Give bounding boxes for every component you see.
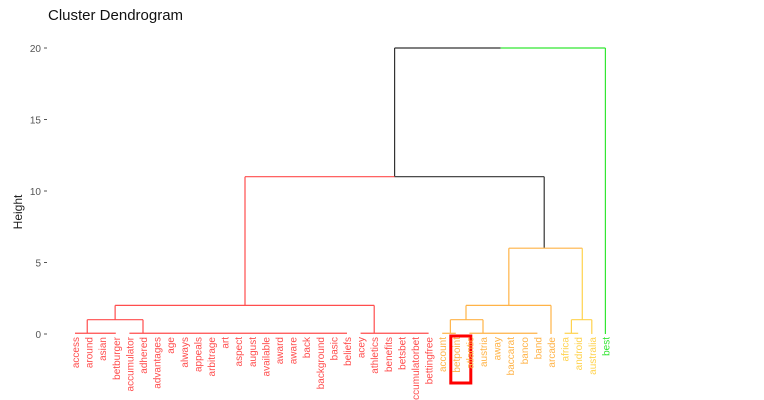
leaf-label: betburger bbox=[112, 336, 123, 379]
leaf-label: account bbox=[438, 337, 449, 372]
leaf-label: acey bbox=[357, 337, 368, 358]
leaf-label: betpoint bbox=[452, 337, 463, 373]
leaf-label: arbitrage bbox=[207, 337, 218, 377]
leaf-label: accumulator bbox=[125, 336, 136, 391]
leaf-label: betsbet bbox=[397, 337, 408, 370]
leaf-label: australia bbox=[588, 337, 599, 375]
y-tick-label: 15 bbox=[30, 116, 42, 127]
leaf-label: appeals bbox=[193, 337, 204, 372]
leaf-label: away bbox=[493, 337, 504, 360]
leaf-label: basic bbox=[329, 337, 340, 360]
leaf-label: band bbox=[533, 337, 544, 359]
y-tick-label: 10 bbox=[30, 187, 42, 198]
leaf-label: africa bbox=[561, 337, 572, 362]
highlight-box bbox=[449, 334, 473, 385]
leaf-label: age bbox=[166, 337, 177, 354]
leaf-label: austria bbox=[479, 337, 490, 367]
leaf-label: access bbox=[71, 337, 82, 368]
leaf-label: adhered bbox=[139, 337, 150, 374]
leaf-label: best bbox=[601, 337, 612, 356]
leaf-label: available bbox=[261, 337, 272, 377]
leaf-label: background bbox=[316, 337, 327, 389]
leaf-label: advantages bbox=[153, 337, 164, 389]
leaf-label: arcade bbox=[547, 337, 558, 368]
leaf-label: around bbox=[85, 337, 96, 368]
chart-title: Cluster Dendrogram bbox=[48, 7, 184, 24]
leaf-label: back bbox=[302, 336, 313, 358]
leaf-label: beliefs bbox=[343, 337, 354, 366]
leaf-label: art bbox=[221, 337, 232, 349]
leaf-label: aware bbox=[289, 337, 300, 365]
y-tick-label: 5 bbox=[35, 259, 41, 270]
leaf-label: banco bbox=[520, 337, 531, 365]
leaf-label: android bbox=[574, 337, 585, 370]
leaf-label: baccarat bbox=[506, 337, 517, 376]
leaf-label: always bbox=[180, 337, 191, 368]
leaf-label: award bbox=[275, 337, 286, 364]
leaf-label: aspect bbox=[234, 337, 245, 367]
leaf-label: athletics bbox=[370, 337, 381, 374]
leaf-label: atlantic bbox=[465, 337, 476, 369]
leaf-label: asian bbox=[98, 337, 109, 361]
y-tick-label: 0 bbox=[35, 330, 41, 341]
leaf-label: august bbox=[248, 337, 259, 367]
leaf-label: accumulatorbet bbox=[411, 337, 422, 400]
leaf-label: bettingfree bbox=[425, 337, 436, 385]
leaf-label: benefits bbox=[384, 337, 395, 372]
y-tick-label: 20 bbox=[30, 44, 42, 55]
